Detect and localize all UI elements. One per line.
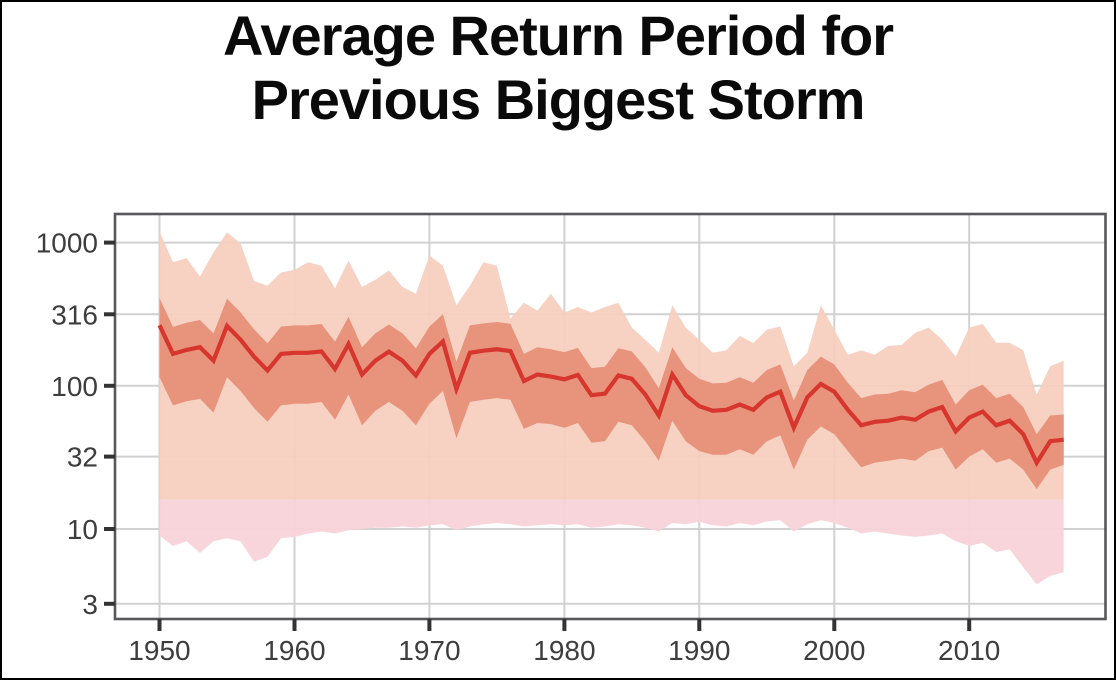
x-tick-label: 1990 [668, 635, 730, 666]
y-tick-label: 316 [51, 299, 98, 330]
y-tick-label: 32 [67, 442, 98, 473]
lower-band [159, 499, 1064, 585]
x-tick-label: 1960 [263, 635, 325, 666]
y-tick-label: 10 [67, 514, 98, 545]
median-line [157, 322, 1064, 468]
x-tick-label: 2000 [803, 635, 865, 666]
y-tick-label: 3 [82, 589, 98, 620]
panel-border [113, 212, 1107, 621]
chart-title: Average Return Period for Previous Bigge… [2, 4, 1114, 132]
y-tick-label: 100 [51, 371, 98, 402]
x-tick-label: 1970 [398, 635, 460, 666]
title-line-2: Previous Biggest Storm [251, 68, 866, 131]
y-tick-label: 1000 [36, 228, 98, 259]
x-tick-label: 2010 [938, 635, 1000, 666]
title-line-1: Average Return Period for [223, 4, 894, 67]
x-tick-label: 1950 [128, 635, 190, 666]
x-tick-label: 1980 [533, 635, 595, 666]
inner-band [159, 298, 1064, 490]
